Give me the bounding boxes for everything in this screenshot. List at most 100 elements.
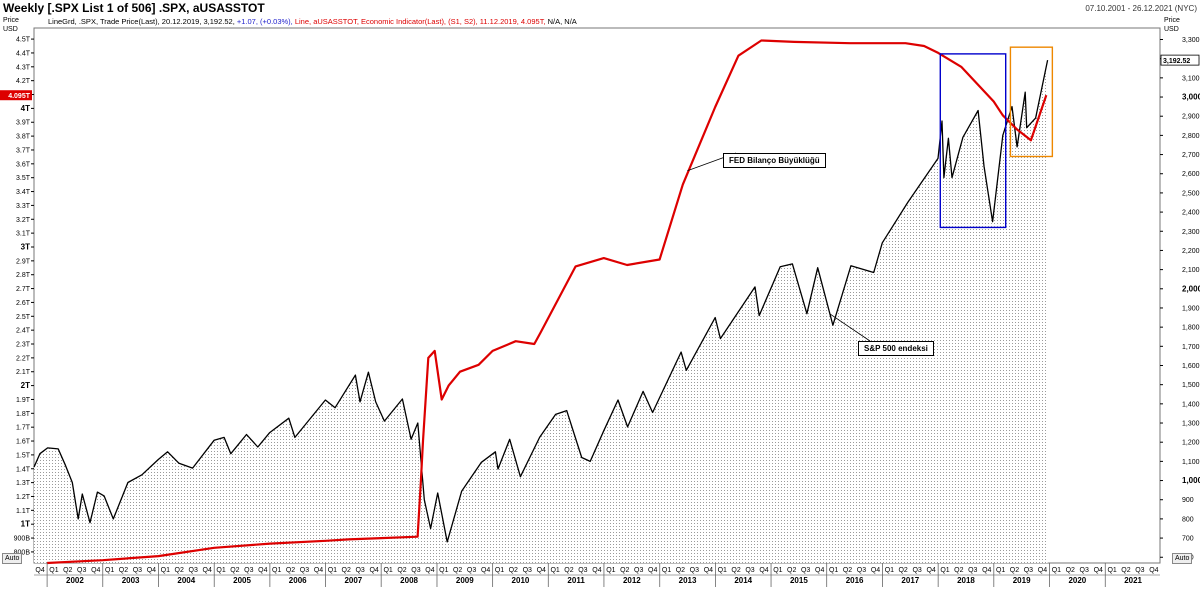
x-axis-quarter-label: Q2	[230, 567, 239, 574]
left-axis-label: 1.6T	[16, 439, 31, 446]
left-axis-label: 3.5T	[16, 175, 31, 182]
x-axis-quarter-label: Q3	[745, 567, 754, 574]
blue-highlight-box	[939, 53, 1007, 229]
x-axis-quarter-label: Q4	[481, 567, 490, 574]
left-axis-label: 3.9T	[16, 120, 31, 127]
x-axis-quarter-label: Q3	[690, 567, 699, 574]
x-axis-quarter-label: Q2	[564, 567, 573, 574]
x-axis-quarter-label: Q2	[342, 567, 351, 574]
right-axis-label: 800	[1182, 516, 1194, 523]
x-axis-year-label: 2018	[957, 576, 975, 585]
left-axis-label: 3T	[21, 242, 30, 251]
right-auto-button[interactable]: Auto	[1172, 553, 1193, 564]
x-axis-quarter-label: Q2	[620, 567, 629, 574]
x-axis-quarter-label: Q1	[383, 567, 392, 574]
x-axis-year-label: 2015	[790, 576, 808, 585]
left-axis-label: 1.3T	[16, 480, 31, 487]
left-axis-label: 2.3T	[16, 342, 31, 349]
x-axis-quarter-label: Q2	[175, 567, 184, 574]
x-axis: Q4 2002 Q1 Q2 Q3 Q4 2003 Q1 Q2 Q3 Q4 2004 Q1 Q2 Q3 Q4 20…	[34, 563, 1160, 587]
right-axis-header-price: Price	[1164, 17, 1180, 24]
right-axis-label: 2,100	[1182, 267, 1200, 274]
fed-info: Line, aUSASSTOT, Economic Indicator(Last…	[294, 17, 546, 26]
right-axis-label: 1,800	[1182, 325, 1200, 332]
x-axis-quarter-label: Q2	[787, 567, 796, 574]
x-axis-year-label: 2003	[122, 576, 140, 585]
x-axis-quarter-label: Q3	[467, 567, 476, 574]
x-axis-quarter-label: Q2	[286, 567, 295, 574]
right-axis-header-unit: USD	[1164, 26, 1179, 33]
left-axis-label: 1.2T	[16, 494, 31, 501]
left-axis-label: 2T	[21, 381, 30, 390]
x-axis-quarter-label: Q3	[300, 567, 309, 574]
x-axis-quarter-label: Q1	[996, 567, 1005, 574]
left-axis-label: 2.8T	[16, 272, 31, 279]
left-axis-label: 4T	[21, 104, 30, 113]
x-axis-quarter-label: Q3	[523, 567, 532, 574]
right-axis-label: 2,000	[1182, 284, 1200, 293]
x-axis-quarter-label: Q2	[1010, 567, 1019, 574]
left-axis-label: 3.6T	[16, 161, 31, 168]
left-axis-label: 1.1T	[16, 508, 31, 515]
x-axis-quarter-label: Q3	[77, 567, 86, 574]
right-axis-label: 1,900	[1182, 305, 1200, 312]
left-axis-label: 1.4T	[16, 466, 31, 473]
x-axis-quarter-label: Q1	[773, 567, 782, 574]
left-axis-label: 2.6T	[16, 300, 31, 307]
right-current-badge-label: 3,192.52	[1163, 58, 1190, 65]
left-axis-label: 1.7T	[16, 425, 31, 432]
x-axis-quarter-label: Q4	[203, 567, 212, 574]
x-axis-quarter-label: Q2	[731, 567, 740, 574]
x-axis-quarter-label: Q4	[35, 567, 44, 574]
x-axis-year-label: 2011	[567, 576, 585, 585]
x-axis-quarter-label: Q2	[954, 567, 963, 574]
x-axis-quarter-label: Q4	[704, 567, 713, 574]
fed-annotation-label: FED Bilanço Büyüklüğü	[723, 153, 826, 168]
spx-area-fill	[34, 60, 1048, 563]
right-axis-label: 2,600	[1182, 171, 1200, 178]
left-axis-label: 2.5T	[16, 314, 31, 321]
x-axis-quarter-label: Q3	[355, 567, 364, 574]
left-axis-label: 3.2T	[16, 217, 31, 224]
x-axis-quarter-label: Q3	[1024, 567, 1033, 574]
x-axis-quarter-label: Q2	[453, 567, 462, 574]
right-axis-label: 1,700	[1182, 344, 1200, 351]
left-axis-label: 2.2T	[16, 355, 31, 362]
x-axis-quarter-label: Q4	[258, 567, 267, 574]
chart-header: Weekly [.SPX List 1 of 506] .SPX, aUSASS…	[0, 0, 1200, 16]
right-axis-label: 2,200	[1182, 248, 1200, 255]
x-axis-year-label: 2006	[289, 576, 307, 585]
x-axis-quarter-label: Q4	[759, 567, 768, 574]
x-axis-quarter-label: Q4	[1038, 567, 1047, 574]
x-axis-quarter-label: Q1	[829, 567, 838, 574]
right-axis-label: 3,000	[1182, 93, 1200, 102]
left-axis: PriceUSD4.5T4.4T4.3T4.2T4.1T4T3.9T3.8T3.…	[0, 17, 34, 556]
x-axis-quarter-label: Q1	[885, 567, 894, 574]
x-axis-year-label: 2017	[901, 576, 919, 585]
left-axis-label: 1.8T	[16, 411, 31, 418]
left-current-badge-label: 4.095T	[8, 93, 31, 100]
spx-change: +1.07, (+0.03%),	[236, 17, 293, 26]
right-axis-label: 2,500	[1182, 190, 1200, 197]
x-axis-year-label: 2005	[233, 576, 251, 585]
left-axis-label: 900B	[14, 536, 31, 543]
spx-area	[34, 60, 1048, 563]
left-axis-label: 2.9T	[16, 258, 31, 265]
x-axis-quarter-label: Q1	[940, 567, 949, 574]
x-axis-quarter-label: Q1	[161, 567, 170, 574]
spx-info: LineGrd, .SPX, Trade Price(Last), 20.12.…	[48, 17, 235, 26]
x-axis-year-label: 2020	[1068, 576, 1086, 585]
x-axis-quarter-label: Q3	[912, 567, 921, 574]
left-auto-button[interactable]: Auto	[2, 553, 23, 564]
x-axis-year-label: 2009	[456, 576, 474, 585]
right-axis-label: 1,400	[1182, 401, 1200, 408]
left-axis-label: 3.4T	[16, 189, 31, 196]
x-axis-quarter-label: Q3	[801, 567, 810, 574]
x-axis-quarter-label: Q2	[119, 567, 128, 574]
x-axis-quarter-label: Q4	[592, 567, 601, 574]
x-axis-quarter-label: Q4	[369, 567, 378, 574]
x-axis-quarter-label: Q4	[1094, 567, 1103, 574]
x-axis-quarter-label: Q1	[1107, 567, 1116, 574]
left-axis-label: 2.7T	[16, 286, 31, 293]
